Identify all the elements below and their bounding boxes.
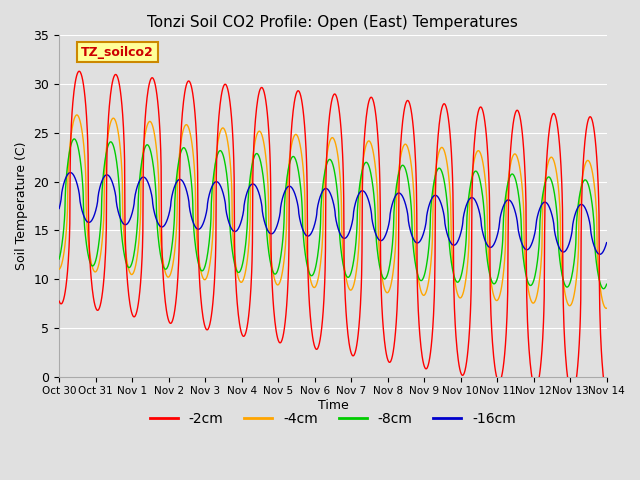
- X-axis label: Time: Time: [317, 399, 348, 412]
- Text: TZ_soilco2: TZ_soilco2: [81, 46, 154, 59]
- Title: Tonzi Soil CO2 Profile: Open (East) Temperatures: Tonzi Soil CO2 Profile: Open (East) Temp…: [147, 15, 518, 30]
- Y-axis label: Soil Temperature (C): Soil Temperature (C): [15, 142, 28, 270]
- Legend: -2cm, -4cm, -8cm, -16cm: -2cm, -4cm, -8cm, -16cm: [144, 406, 522, 431]
